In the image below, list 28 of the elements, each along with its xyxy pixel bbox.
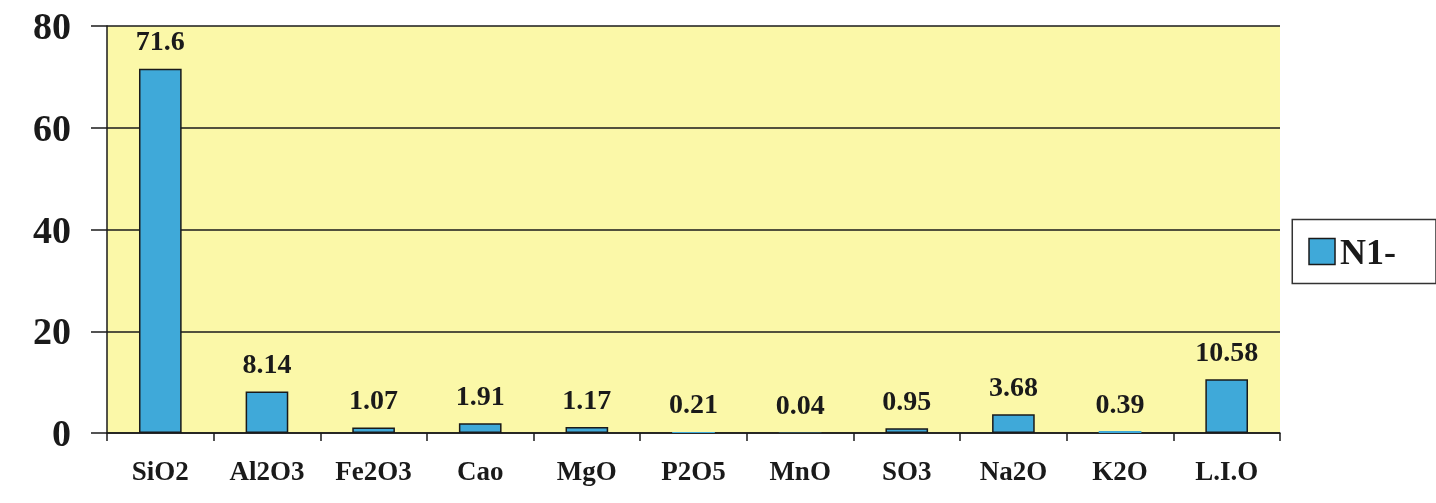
x-tick-label: L.I.O — [1195, 455, 1259, 486]
x-tick-label: Fe2O3 — [335, 455, 412, 486]
x-tick-label: K2O — [1092, 455, 1148, 486]
data-label: 3.68 — [988, 370, 1038, 402]
data-label: 1.91 — [455, 379, 505, 411]
data-label: 1.17 — [562, 383, 612, 415]
y-tick-label: 80 — [33, 5, 71, 47]
data-label: 0.39 — [1095, 387, 1145, 419]
data-label: 0.04 — [775, 389, 825, 421]
data-label: 8.14 — [242, 348, 292, 380]
x-tick-label: SiO2 — [131, 455, 189, 486]
x-tick-label: MgO — [556, 455, 617, 486]
legend-label: N1- — [1340, 231, 1397, 272]
x-tick-label: Na2O — [979, 455, 1048, 486]
x-tick-label: P2O5 — [661, 455, 726, 486]
data-label: 0.95 — [882, 384, 932, 416]
x-tick-label: Al2O3 — [229, 455, 305, 486]
y-tick-label: 40 — [33, 208, 71, 251]
data-label: 0.21 — [669, 388, 718, 420]
data-label: 71.6 — [135, 25, 185, 57]
data-label: 1.07 — [349, 384, 399, 416]
x-tick-label: SO3 — [882, 455, 932, 486]
y-tick-label: 20 — [33, 310, 71, 353]
y-tick-label: 0 — [52, 412, 71, 454]
x-tick-label: MnO — [769, 455, 831, 486]
y-tick-label: 60 — [33, 106, 71, 149]
data-label: 10.58 — [1195, 335, 1259, 367]
x-tick-label: Cao — [456, 455, 504, 486]
